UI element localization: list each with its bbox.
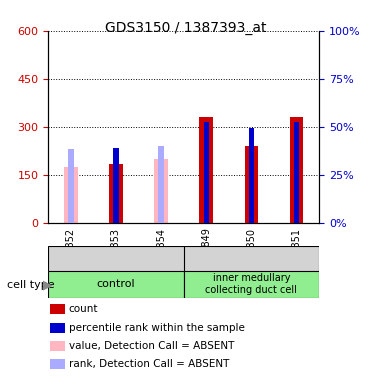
Bar bbox=[294, 122, 299, 223]
Bar bbox=[113, 147, 119, 223]
FancyBboxPatch shape bbox=[48, 271, 184, 298]
Text: value, Detection Call = ABSENT: value, Detection Call = ABSENT bbox=[69, 341, 234, 351]
FancyBboxPatch shape bbox=[184, 271, 319, 298]
Bar bbox=[249, 128, 254, 223]
Text: inner medullary
collecting duct cell: inner medullary collecting duct cell bbox=[206, 273, 297, 295]
Text: ▶: ▶ bbox=[43, 278, 52, 291]
Bar bbox=[154, 159, 168, 223]
Bar bbox=[64, 167, 78, 223]
Text: GDS3150 / 1387393_at: GDS3150 / 1387393_at bbox=[105, 21, 266, 35]
Bar bbox=[244, 146, 258, 223]
Text: percentile rank within the sample: percentile rank within the sample bbox=[69, 323, 244, 333]
Bar bbox=[204, 122, 209, 223]
FancyBboxPatch shape bbox=[48, 246, 319, 271]
Bar bbox=[68, 149, 73, 223]
Text: rank, Detection Call = ABSENT: rank, Detection Call = ABSENT bbox=[69, 359, 229, 369]
Bar bbox=[109, 164, 123, 223]
Bar bbox=[200, 117, 213, 223]
Text: cell type: cell type bbox=[7, 280, 55, 290]
Bar bbox=[158, 146, 164, 223]
Text: control: control bbox=[96, 279, 135, 289]
Bar bbox=[290, 117, 303, 223]
Text: count: count bbox=[69, 304, 98, 314]
